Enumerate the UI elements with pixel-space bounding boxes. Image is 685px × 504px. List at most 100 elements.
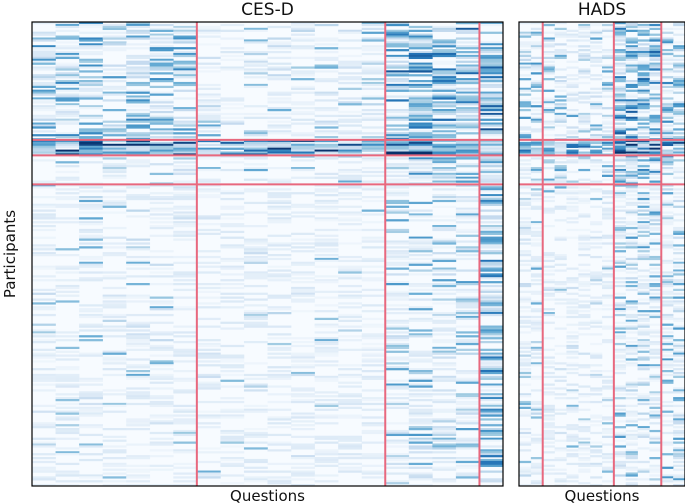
heatmap-cell: [649, 310, 661, 312]
heatmap-cell: [197, 385, 221, 387]
heatmap-cell: [649, 366, 661, 368]
heatmap-cell: [566, 426, 578, 428]
heatmap-cell: [519, 74, 531, 76]
heatmap-cell: [531, 169, 543, 171]
heatmap-cell: [590, 374, 602, 376]
heatmap-cell: [602, 165, 614, 167]
heatmap-cell: [32, 130, 56, 132]
heatmap-cell: [79, 26, 103, 28]
heatmap-cell: [578, 295, 590, 297]
heatmap-cell: [555, 449, 567, 451]
heatmap-cell: [578, 115, 590, 117]
heatmap-cell: [602, 211, 614, 213]
heatmap-cell: [56, 121, 80, 123]
heatmap-cell: [385, 90, 409, 92]
heatmap-cell: [543, 445, 555, 447]
heatmap-cell: [626, 159, 638, 161]
heatmap-cell: [197, 121, 221, 123]
heatmap-cell: [555, 254, 567, 256]
heatmap-cell: [432, 289, 456, 291]
heatmap-cell: [614, 39, 626, 41]
heatmap-cell: [126, 239, 150, 241]
heatmap-cell: [531, 66, 543, 68]
heatmap-cell: [173, 136, 197, 138]
heatmap-cell: [626, 351, 638, 353]
heatmap-cell: [566, 298, 578, 300]
heatmap-cell: [385, 440, 409, 442]
heatmap-cell: [126, 333, 150, 335]
heatmap-cell: [338, 467, 362, 469]
heatmap-cell: [409, 175, 433, 177]
heatmap-cell: [638, 403, 650, 405]
heatmap-cell: [315, 177, 339, 179]
heatmap-cell: [126, 61, 150, 63]
heatmap-cell: [626, 316, 638, 318]
heatmap-cell: [543, 101, 555, 103]
heatmap-cell: [432, 63, 456, 65]
heatmap-cell: [126, 300, 150, 302]
heatmap-cell: [649, 467, 661, 469]
heatmap-cell: [385, 403, 409, 405]
heatmap-cell: [197, 250, 221, 252]
heatmap-cell: [197, 426, 221, 428]
heatmap-cell: [268, 126, 292, 128]
heatmap-cell: [173, 335, 197, 337]
heatmap-cell: [626, 186, 638, 188]
heatmap-cell: [602, 376, 614, 378]
heatmap-cell: [409, 240, 433, 242]
heatmap-cell: [626, 443, 638, 445]
heatmap-cell: [673, 283, 685, 285]
heatmap-cell: [197, 99, 221, 101]
heatmap-cell: [661, 285, 673, 287]
heatmap-cell: [220, 37, 244, 39]
heatmap-cell: [385, 43, 409, 45]
heatmap-cell: [566, 453, 578, 455]
heatmap-cell: [519, 88, 531, 90]
heatmap-cell: [566, 335, 578, 337]
heatmap-cell: [126, 117, 150, 119]
heatmap-cell: [126, 455, 150, 457]
heatmap-cell: [479, 395, 503, 397]
heatmap-cell: [362, 318, 386, 320]
heatmap-cell: [638, 418, 650, 420]
heatmap-cell: [479, 308, 503, 310]
heatmap-cell: [315, 360, 339, 362]
heatmap-cell: [578, 300, 590, 302]
heatmap-cell: [614, 148, 626, 150]
heatmap-cell: [409, 57, 433, 59]
heatmap-cell: [649, 34, 661, 36]
heatmap-cell: [673, 258, 685, 260]
heatmap-cell: [590, 322, 602, 324]
heatmap-cell: [626, 467, 638, 469]
heatmap-cell: [456, 443, 480, 445]
heatmap-cell: [150, 256, 174, 258]
heatmap-cell: [519, 442, 531, 444]
heatmap-cell: [649, 351, 661, 353]
heatmap-cell: [432, 229, 456, 231]
heatmap-cell: [409, 237, 433, 239]
heatmap-cell: [638, 61, 650, 63]
heatmap-cell: [543, 208, 555, 210]
heatmap-cell: [432, 146, 456, 148]
heatmap-cell: [150, 302, 174, 304]
heatmap-cell: [479, 202, 503, 204]
heatmap-cell: [197, 476, 221, 478]
heatmap-cell: [56, 136, 80, 138]
heatmap-cell: [32, 206, 56, 208]
heatmap-cell: [197, 107, 221, 109]
heatmap-cell: [197, 364, 221, 366]
heatmap-cell: [291, 372, 315, 374]
heatmap-cell: [220, 260, 244, 262]
heatmap-cell: [456, 407, 480, 409]
heatmap-cell: [578, 239, 590, 241]
heatmap-cell: [220, 440, 244, 442]
heatmap-cell: [150, 275, 174, 277]
heatmap-cell: [519, 443, 531, 445]
heatmap-cell: [409, 254, 433, 256]
heatmap-cell: [291, 478, 315, 480]
heatmap-cell: [150, 387, 174, 389]
heatmap-cell: [673, 374, 685, 376]
heatmap-cell: [173, 380, 197, 382]
heatmap-cell: [244, 471, 268, 473]
heatmap-cell: [578, 482, 590, 484]
